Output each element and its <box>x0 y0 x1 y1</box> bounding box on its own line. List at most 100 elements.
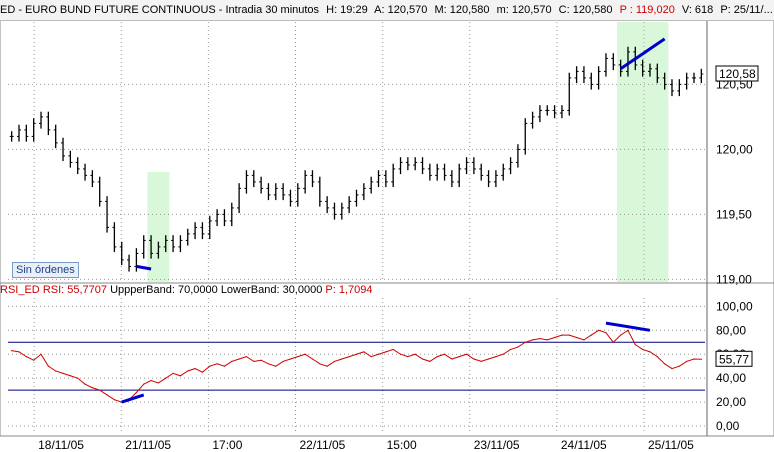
rsi-point <box>69 375 71 377</box>
rsi-point <box>495 356 497 358</box>
rsi-point <box>77 377 79 379</box>
rsi-point <box>576 336 578 339</box>
rsi-point <box>678 365 680 367</box>
rsi-point <box>55 370 57 372</box>
rsi-point <box>642 348 644 351</box>
x-tick-label: 24/11/05 <box>561 438 607 452</box>
rsi-point <box>700 358 702 360</box>
header-time: H: 19:29 <box>326 4 368 16</box>
rsi-point <box>84 383 86 385</box>
indicator-header: RSI_ED RSI: 55,7707 UppperBand: 70,0000 … <box>0 283 705 297</box>
rsi-point <box>620 334 622 336</box>
header-p: P : 119,020 <box>619 4 675 16</box>
rsi-point <box>693 358 695 360</box>
rsi-point <box>194 367 196 370</box>
x-tick-label: 22/11/05 <box>300 438 346 452</box>
last-price-label: 120,58 <box>719 67 756 81</box>
header-open: A: 120,570 <box>374 4 428 16</box>
rsi-point <box>517 346 519 348</box>
rsi-point <box>238 358 240 360</box>
rsi-point <box>311 358 314 360</box>
rsi-point <box>25 356 27 358</box>
rsi-point <box>465 353 468 355</box>
rsi-point <box>201 371 204 373</box>
rsi-panel <box>0 282 774 437</box>
header-high: M: 120,580 <box>434 4 490 16</box>
rsi-point <box>165 377 167 379</box>
rsi-point <box>509 348 512 351</box>
indicator-p: P: 1,7094 <box>325 284 373 296</box>
rsi-point <box>18 351 20 353</box>
rsi-tick-label: 100,00 <box>716 299 753 313</box>
rsi-point <box>209 365 211 367</box>
rsi-point <box>443 353 446 355</box>
rsi-point <box>686 360 688 363</box>
rsi-point <box>656 356 658 358</box>
rsi-point <box>172 372 174 374</box>
rsi-point <box>231 360 233 363</box>
rsi-point <box>429 360 431 363</box>
rsi-point <box>62 372 64 374</box>
x-tick-label: 17:00 <box>212 438 242 452</box>
rsi-point <box>47 365 49 367</box>
header-close: C: 120,580 <box>558 4 613 16</box>
rsi-point <box>319 363 321 365</box>
rsi-point <box>179 375 182 377</box>
rsi-point <box>605 332 607 334</box>
rsi-point <box>377 353 380 355</box>
chart-header: ED - EURO BUND FUTURE CONTINUOUS - Intra… <box>0 0 774 21</box>
rsi-point <box>590 334 592 336</box>
rsi-point <box>113 399 115 401</box>
last-price-tag <box>715 65 759 82</box>
header-low: m: 120,570 <box>496 4 552 16</box>
header-date: P: 25/11/... <box>720 4 773 16</box>
rsi-point <box>223 365 226 367</box>
rsi-point <box>473 358 475 360</box>
rsi-point <box>106 394 108 396</box>
rsi-point <box>33 359 35 361</box>
x-tick-label: 23/11/05 <box>474 438 520 452</box>
indicator-upper: UppperBand: 70,0000 <box>110 284 218 296</box>
header-symbol: ED - EURO BUND FUTURE CONTINUOUS - Intra… <box>0 4 320 16</box>
price-tick-label: 119,00 <box>716 272 752 286</box>
rsi-point <box>436 356 438 358</box>
rsi-point <box>407 356 409 358</box>
rsi-point <box>649 351 651 353</box>
rsi-point <box>91 387 93 389</box>
highlight-zone <box>147 172 170 282</box>
rsi-point <box>480 360 482 363</box>
rsi-point <box>282 360 284 363</box>
rsi-tick-label: 40,00 <box>716 371 746 385</box>
price-trend-line <box>136 264 152 271</box>
rsi-point <box>583 339 585 341</box>
rsi-tick-label: 20,00 <box>716 395 746 409</box>
rsi-point <box>275 365 277 367</box>
rsi-point <box>414 353 416 355</box>
rsi-point <box>531 339 534 341</box>
rsi-point <box>187 370 189 372</box>
rsi-point <box>451 358 453 360</box>
rsi-point <box>421 358 424 360</box>
rsi-point <box>664 363 666 365</box>
rsi-point <box>11 350 13 352</box>
price-tick-label: 119,50 <box>716 207 752 221</box>
x-tick-label: 18/11/05 <box>38 438 84 452</box>
rsi-point <box>524 341 526 343</box>
rsi-point <box>671 367 673 370</box>
last-rsi-tag <box>715 350 753 367</box>
x-tick-label: 15:00 <box>387 438 417 452</box>
rsi-point <box>143 383 145 385</box>
header-volume: V: 618 <box>681 4 714 16</box>
rsi-point <box>487 358 490 360</box>
rsi-point <box>502 353 504 355</box>
rsi-point <box>598 329 600 331</box>
rsi-point <box>150 379 152 382</box>
rsi-point <box>348 356 350 358</box>
x-tick-label: 25/11/05 <box>648 438 694 452</box>
rsi-point <box>355 353 358 355</box>
rsi-point <box>297 356 299 358</box>
rsi-point <box>546 339 548 341</box>
orders-badge[interactable]: Sin órdenes <box>12 262 79 278</box>
rsi-point <box>634 344 636 346</box>
